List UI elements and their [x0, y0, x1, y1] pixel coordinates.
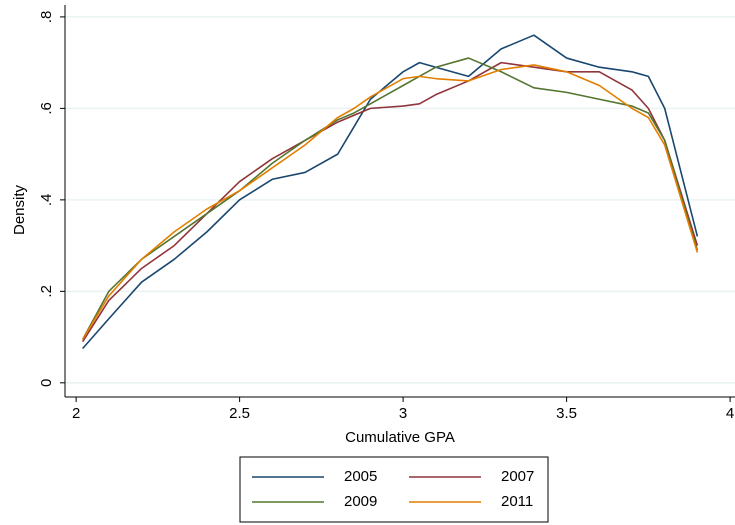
density-line — [81, 61, 699, 343]
x-axis-title: Cumulative GPA — [345, 429, 455, 446]
x-tick-label: 2.5 — [229, 405, 250, 422]
x-tick-label: 3.5 — [556, 405, 577, 422]
y-tick-label: .8 — [38, 11, 55, 24]
legend-label: 2007 — [501, 468, 534, 485]
density-line — [81, 64, 699, 340]
y-tick-label: .4 — [38, 194, 55, 207]
density-line — [81, 57, 699, 340]
x-tick-label: 4 — [726, 405, 734, 422]
y-axis-title: Density — [11, 184, 28, 235]
y-tick-label: 0 — [38, 379, 55, 387]
legend-label: 2005 — [344, 468, 377, 485]
legend-label: 2011 — [501, 493, 533, 510]
y-tick-label: .6 — [38, 102, 55, 115]
legend-box — [239, 456, 549, 523]
x-tick-label: 2 — [72, 405, 80, 422]
y-tick-label: .2 — [38, 285, 55, 298]
legend-label: 2009 — [344, 493, 377, 510]
x-tick-label: 3 — [399, 405, 407, 422]
density-line — [82, 34, 699, 350]
